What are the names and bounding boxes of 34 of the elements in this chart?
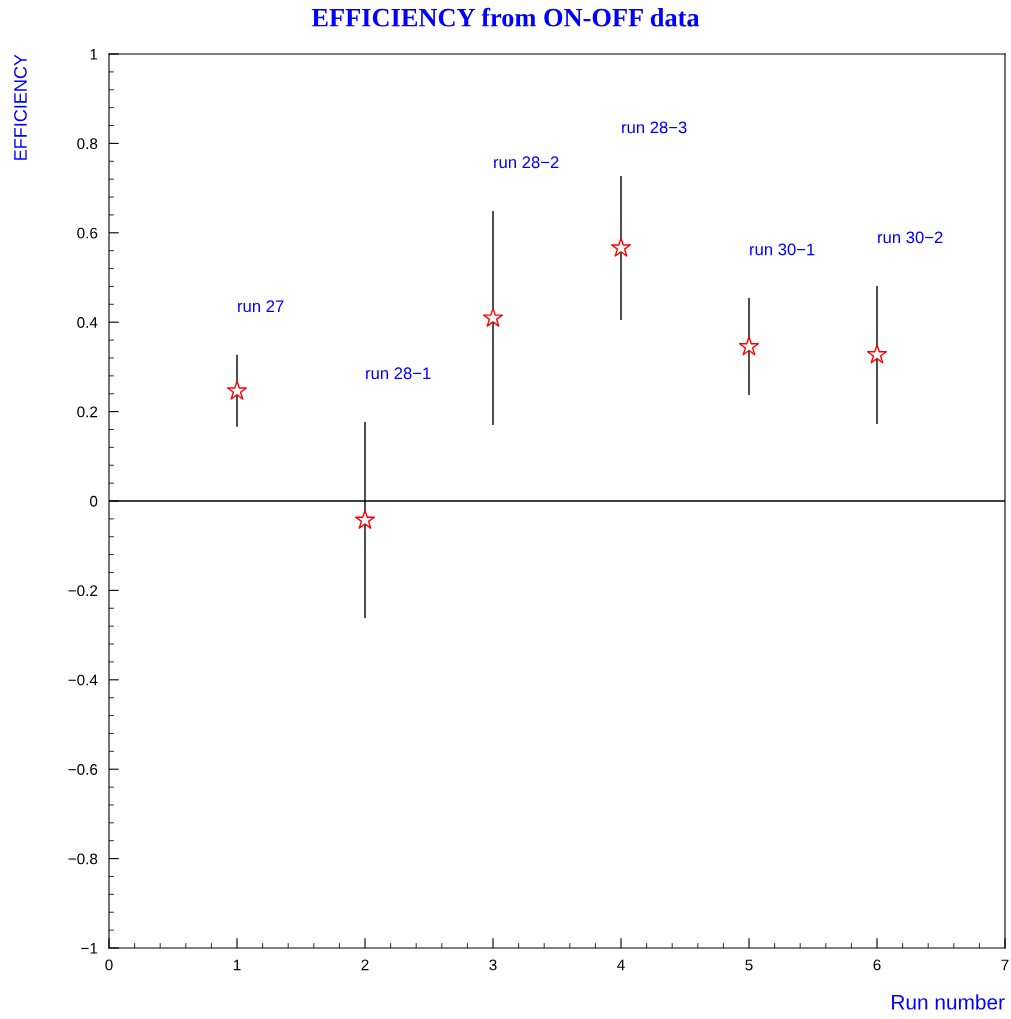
x-tick-label: 0 bbox=[105, 959, 113, 971]
y-tick-label: 0.4 bbox=[77, 317, 98, 328]
annotation: run 28−3 bbox=[622, 121, 687, 134]
annotation: run 30−1 bbox=[750, 243, 815, 256]
y-axis-title: EFFICIENCY bbox=[14, 54, 27, 160]
y-tick-label: −0.2 bbox=[68, 585, 98, 597]
annotation: run 28−1 bbox=[366, 367, 431, 380]
chart-title: EFFICIENCY from ON-OFF data bbox=[311, 7, 700, 27]
x-tick-label: 1 bbox=[233, 959, 241, 971]
annotation: run 28−2 bbox=[494, 156, 559, 169]
point bbox=[738, 336, 760, 356]
y-tick-label: −1 bbox=[81, 943, 98, 954]
y-tick-label: 0.2 bbox=[77, 406, 98, 418]
point bbox=[354, 509, 376, 529]
y-tick-label: −0.6 bbox=[68, 764, 98, 775]
x-tick-label: 3 bbox=[489, 959, 497, 971]
y-tick-label: 0.6 bbox=[77, 227, 98, 239]
point bbox=[866, 344, 888, 364]
x-tick-label: 6 bbox=[873, 959, 881, 971]
point bbox=[610, 237, 632, 257]
y-tick-label: 1 bbox=[90, 49, 98, 60]
point bbox=[482, 307, 504, 327]
x-tick-label: 2 bbox=[361, 959, 369, 971]
point bbox=[226, 380, 248, 400]
y-tick-label: −0.8 bbox=[68, 853, 98, 865]
x-tick-label: 5 bbox=[745, 959, 753, 971]
y-tick-label: 0 bbox=[89, 495, 98, 507]
x-axis-title: Run number bbox=[892, 994, 1005, 1010]
x-tick-label: 4 bbox=[617, 959, 625, 971]
x-tick-label: 7 bbox=[1001, 959, 1009, 971]
y-tick-label: 0.8 bbox=[77, 138, 98, 150]
annotation: run 30−2 bbox=[878, 231, 943, 244]
y-tick-label: −0.4 bbox=[68, 674, 98, 686]
annotation: run 27 bbox=[238, 300, 284, 313]
